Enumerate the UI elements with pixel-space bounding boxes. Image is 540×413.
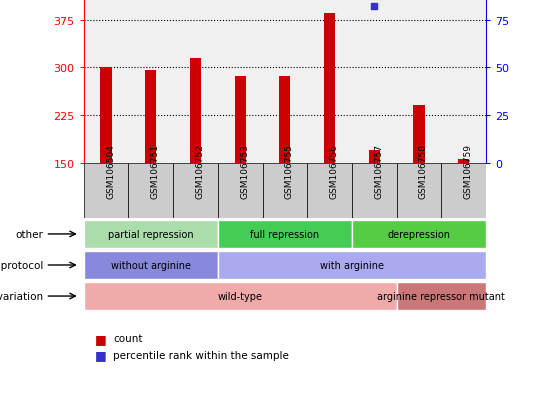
Text: derepression: derepression xyxy=(388,229,450,240)
Bar xyxy=(441,163,486,219)
Text: GSM106752: GSM106752 xyxy=(195,144,205,199)
Bar xyxy=(218,252,486,279)
Text: ■: ■ xyxy=(94,332,106,345)
Text: full repression: full repression xyxy=(250,229,320,240)
Text: GSM106759: GSM106759 xyxy=(464,144,472,199)
Bar xyxy=(234,76,246,163)
Bar xyxy=(262,163,307,219)
Bar xyxy=(84,252,218,279)
Bar xyxy=(396,282,486,310)
Bar xyxy=(307,163,352,219)
Bar xyxy=(218,163,262,219)
Bar xyxy=(173,163,218,219)
Bar xyxy=(218,221,352,248)
Text: without arginine: without arginine xyxy=(111,260,191,271)
Text: percentile rank within the sample: percentile rank within the sample xyxy=(113,350,289,360)
Bar xyxy=(352,221,486,248)
Bar xyxy=(396,163,441,219)
Bar xyxy=(190,59,201,163)
Bar xyxy=(84,221,218,248)
Text: with arginine: with arginine xyxy=(320,260,384,271)
Text: GSM106757: GSM106757 xyxy=(374,144,383,199)
Bar xyxy=(145,71,157,163)
Text: wild-type: wild-type xyxy=(218,291,262,301)
Text: GSM106758: GSM106758 xyxy=(419,144,428,199)
Bar xyxy=(84,282,396,310)
Text: GSM106751: GSM106751 xyxy=(151,144,160,199)
Text: GSM106755: GSM106755 xyxy=(285,144,294,199)
Text: GSM106504: GSM106504 xyxy=(106,144,115,199)
Bar xyxy=(84,163,129,219)
Bar xyxy=(129,163,173,219)
Text: partial repression: partial repression xyxy=(108,229,193,240)
Text: ■: ■ xyxy=(94,349,106,362)
Text: GSM106753: GSM106753 xyxy=(240,144,249,199)
Bar xyxy=(324,14,335,163)
Text: genotype/variation: genotype/variation xyxy=(0,291,43,301)
Text: count: count xyxy=(113,334,143,344)
Point xyxy=(370,4,379,11)
Text: growth protocol: growth protocol xyxy=(0,260,43,271)
Bar xyxy=(352,163,396,219)
Bar xyxy=(458,160,469,163)
Bar xyxy=(279,76,291,163)
Text: GSM106756: GSM106756 xyxy=(329,144,339,199)
Text: arginine repressor mutant: arginine repressor mutant xyxy=(377,291,505,301)
Text: other: other xyxy=(16,229,43,240)
Bar xyxy=(100,68,112,163)
Bar xyxy=(413,106,424,163)
Bar xyxy=(369,150,380,163)
